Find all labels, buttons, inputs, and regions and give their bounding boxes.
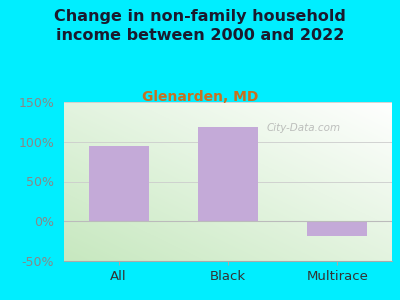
- Text: City-Data.com: City-Data.com: [266, 123, 340, 133]
- Bar: [89, 146, 149, 221]
- Bar: [307, 221, 367, 236]
- Text: Glenarden, MD: Glenarden, MD: [142, 90, 258, 104]
- Bar: [198, 128, 258, 221]
- Text: Change in non-family household
income between 2000 and 2022: Change in non-family household income be…: [54, 9, 346, 43]
